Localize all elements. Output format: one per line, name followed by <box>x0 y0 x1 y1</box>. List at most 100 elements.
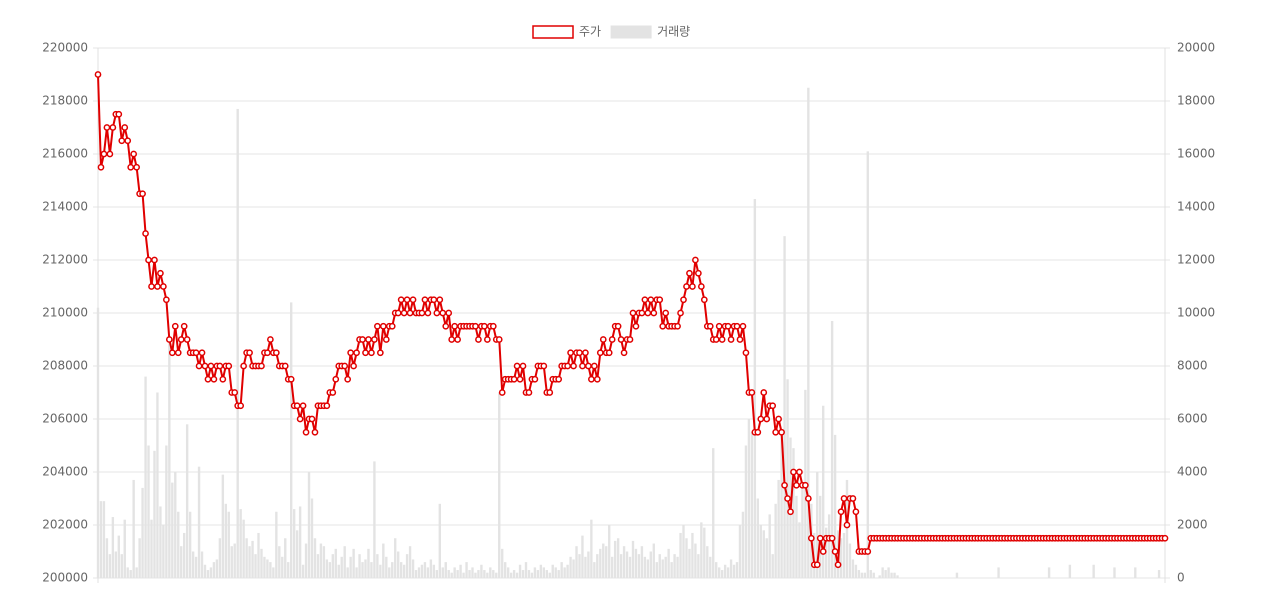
volume-bar <box>313 538 317 578</box>
price-point <box>323 402 331 410</box>
volume-bar <box>456 570 459 578</box>
volume-bar <box>364 559 367 578</box>
y-tick-label: 216000 <box>42 147 88 161</box>
price-point <box>406 309 414 317</box>
price-point <box>139 190 146 198</box>
price-point <box>281 362 289 370</box>
price-point <box>371 336 378 343</box>
price-point <box>650 309 658 317</box>
price-point <box>311 428 319 436</box>
price-point <box>567 349 574 357</box>
volume-bar <box>462 572 465 578</box>
volume-bar <box>545 570 548 578</box>
volume-bar <box>717 567 721 578</box>
volume-bar <box>619 554 623 578</box>
volume-bar <box>798 522 801 578</box>
price-point <box>475 336 482 343</box>
volume-bar <box>295 530 299 578</box>
volume-bar <box>703 527 706 578</box>
volume-bar <box>396 551 400 578</box>
price-point <box>715 322 723 330</box>
price-point <box>695 269 702 277</box>
y2-tick-label: 12000 <box>1177 253 1215 267</box>
price-point <box>736 336 744 343</box>
price-point <box>692 256 699 264</box>
price-point <box>641 296 649 304</box>
volume-bar <box>245 538 248 578</box>
price-point <box>599 336 607 343</box>
volume-bar <box>616 538 620 578</box>
volume-bar <box>697 554 700 578</box>
volume-bar <box>233 543 236 578</box>
price-point <box>109 124 117 131</box>
price-point <box>510 375 518 383</box>
y2-tick-label: 16000 <box>1177 147 1215 161</box>
volume-bar <box>307 472 311 578</box>
volume-bar <box>126 567 129 578</box>
volume-bar <box>625 551 629 578</box>
price-point <box>712 336 720 343</box>
volume-bar <box>459 564 462 578</box>
volume-bar <box>777 479 780 578</box>
volume-bar <box>114 551 118 578</box>
volume-bar <box>578 554 581 578</box>
price-point <box>133 163 140 171</box>
price-point <box>816 534 824 542</box>
volume-bar <box>373 461 376 578</box>
volume-bar <box>221 474 225 578</box>
volume-bar <box>144 376 147 578</box>
price-point <box>299 402 307 410</box>
price-point <box>151 256 158 264</box>
price-point <box>525 389 533 396</box>
volume-bar <box>753 199 757 579</box>
volume-bar <box>254 554 257 578</box>
volume-bar <box>402 564 406 578</box>
price-point <box>763 415 771 423</box>
y-tick-label: 206000 <box>42 412 88 426</box>
volume-bar <box>376 554 379 578</box>
volume-bar <box>709 556 712 578</box>
volume-bar <box>227 511 230 578</box>
volume-bar <box>269 562 272 578</box>
volume-bar <box>584 556 587 578</box>
volume-bar <box>468 570 471 578</box>
volume-bar <box>209 567 213 578</box>
volume-bar <box>723 564 727 578</box>
price-point <box>629 309 637 317</box>
volume-bar <box>610 556 614 578</box>
volume-bar <box>851 559 855 578</box>
volume-bar <box>670 562 673 578</box>
y2-tick-label: 18000 <box>1177 94 1215 108</box>
volume-bar <box>807 87 810 578</box>
price-point <box>454 336 461 343</box>
volume-bar <box>676 556 679 578</box>
volume-bar <box>893 572 896 578</box>
price-point <box>608 336 616 343</box>
volume-bar <box>200 551 204 578</box>
volume-bar <box>1134 567 1137 578</box>
price-point <box>484 336 491 343</box>
volume-bar <box>405 554 409 578</box>
volume-bar <box>284 538 287 578</box>
price-point <box>540 362 548 370</box>
volume-bar <box>215 559 219 578</box>
volume-bar <box>762 530 765 578</box>
volume-bar <box>848 543 852 578</box>
volume-bar <box>557 570 560 578</box>
volume-bar <box>628 556 632 578</box>
price-point <box>772 428 779 436</box>
price-point <box>264 349 271 357</box>
price-point <box>727 336 735 343</box>
price-point <box>421 296 429 304</box>
volume-bar <box>477 570 480 578</box>
price-point <box>448 336 456 343</box>
volume-bar <box>1092 564 1095 578</box>
volume-bar <box>290 302 293 578</box>
volume-bar <box>640 546 644 578</box>
volume-bar <box>212 562 216 578</box>
volume-bar <box>251 540 254 578</box>
volume-bar <box>162 525 165 578</box>
volume-bar <box>319 543 323 578</box>
